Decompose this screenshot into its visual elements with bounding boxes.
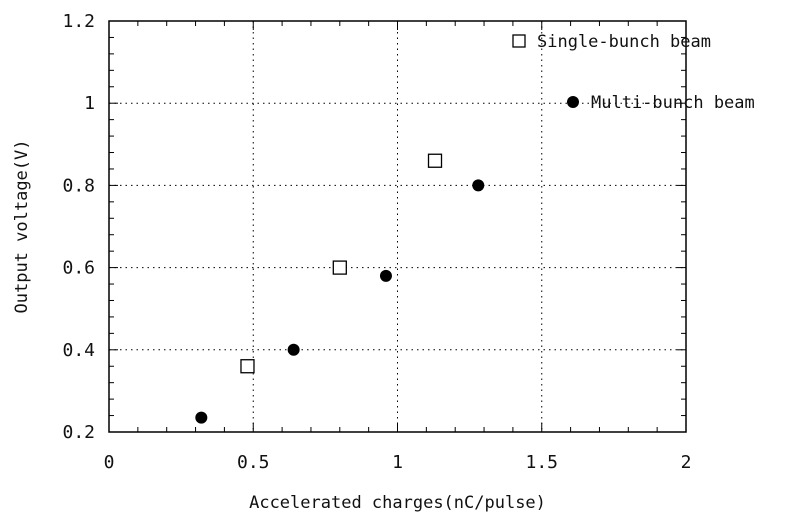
tick-labels: 0 0.5 1 1.5 2 0.2 0.4 0.6 0.8 1 1.2 (62, 11, 691, 473)
x-tick-label: 0.5 (237, 452, 270, 473)
legend-label: Single-bunch beam (537, 32, 711, 52)
axis-ticks (108, 20, 687, 433)
y-tick-label: 1 (84, 93, 95, 114)
x-tick-label: 2 (681, 452, 692, 473)
legend-marker-square (512, 34, 526, 48)
data-point-single-bunch (332, 260, 347, 275)
legend: Single-bunch beam Multi-bunch beam (512, 32, 755, 113)
legend-marker-circle (567, 96, 579, 108)
legend-label: Multi-bunch beam (591, 93, 755, 113)
y-tick-label: 0.8 (62, 175, 95, 196)
x-axis-title: Accelerated charges(nC/pulse) (249, 493, 546, 513)
x-tick-label: 1 (392, 452, 403, 473)
data-point-multi-bunch (472, 179, 485, 192)
grid (109, 21, 686, 432)
data-point-multi-bunch (287, 343, 300, 356)
data-point-single-bunch (240, 359, 255, 374)
y-tick-label: 1.2 (62, 11, 95, 32)
x-tick-label: 0 (104, 452, 115, 473)
y-axis-title: Output voltage(V) (12, 140, 32, 314)
data-point-single-bunch (427, 153, 443, 168)
x-tick-label: 1.5 (525, 452, 558, 473)
y-tick-label: 0.2 (62, 422, 95, 443)
data-point-multi-bunch (379, 269, 392, 282)
data-points (195, 153, 485, 424)
y-tick-label: 0.6 (62, 258, 95, 279)
data-point-multi-bunch (195, 411, 208, 424)
y-tick-label: 0.4 (62, 340, 95, 361)
